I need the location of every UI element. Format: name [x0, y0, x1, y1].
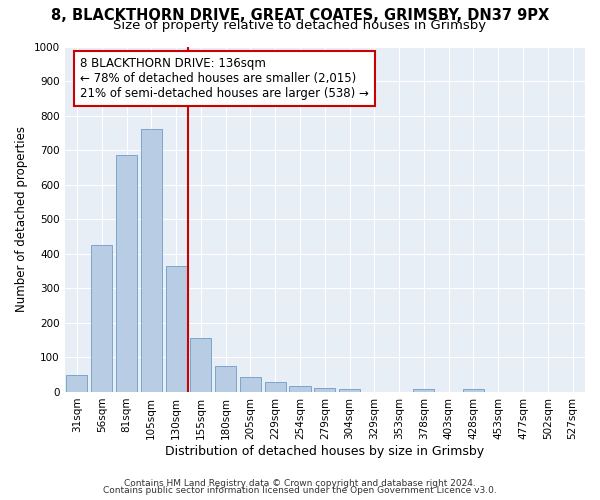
Text: Size of property relative to detached houses in Grimsby: Size of property relative to detached ho… [113, 19, 487, 32]
Y-axis label: Number of detached properties: Number of detached properties [15, 126, 28, 312]
Bar [67, 374, 88, 392]
Bar [141, 130, 162, 392]
Bar [265, 382, 286, 392]
Bar [463, 389, 484, 392]
Bar [91, 245, 112, 392]
Bar [289, 386, 311, 392]
X-axis label: Distribution of detached houses by size in Grimsby: Distribution of detached houses by size … [165, 444, 484, 458]
Text: 8, BLACKTHORN DRIVE, GREAT COATES, GRIMSBY, DN37 9PX: 8, BLACKTHORN DRIVE, GREAT COATES, GRIMS… [51, 8, 549, 22]
Bar [339, 389, 360, 392]
Bar [116, 156, 137, 392]
Bar [190, 338, 211, 392]
Bar [413, 389, 434, 392]
Bar [166, 266, 187, 392]
Text: 8 BLACKTHORN DRIVE: 136sqm
← 78% of detached houses are smaller (2,015)
21% of s: 8 BLACKTHORN DRIVE: 136sqm ← 78% of deta… [80, 57, 369, 100]
Bar [240, 378, 261, 392]
Text: Contains public sector information licensed under the Open Government Licence v3: Contains public sector information licen… [103, 486, 497, 495]
Text: Contains HM Land Registry data © Crown copyright and database right 2024.: Contains HM Land Registry data © Crown c… [124, 478, 476, 488]
Bar [314, 388, 335, 392]
Bar [215, 366, 236, 392]
